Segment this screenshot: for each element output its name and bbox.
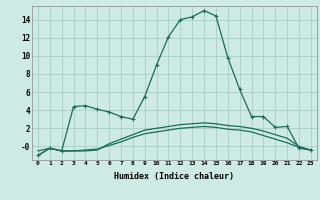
X-axis label: Humidex (Indice chaleur): Humidex (Indice chaleur)	[115, 172, 234, 181]
